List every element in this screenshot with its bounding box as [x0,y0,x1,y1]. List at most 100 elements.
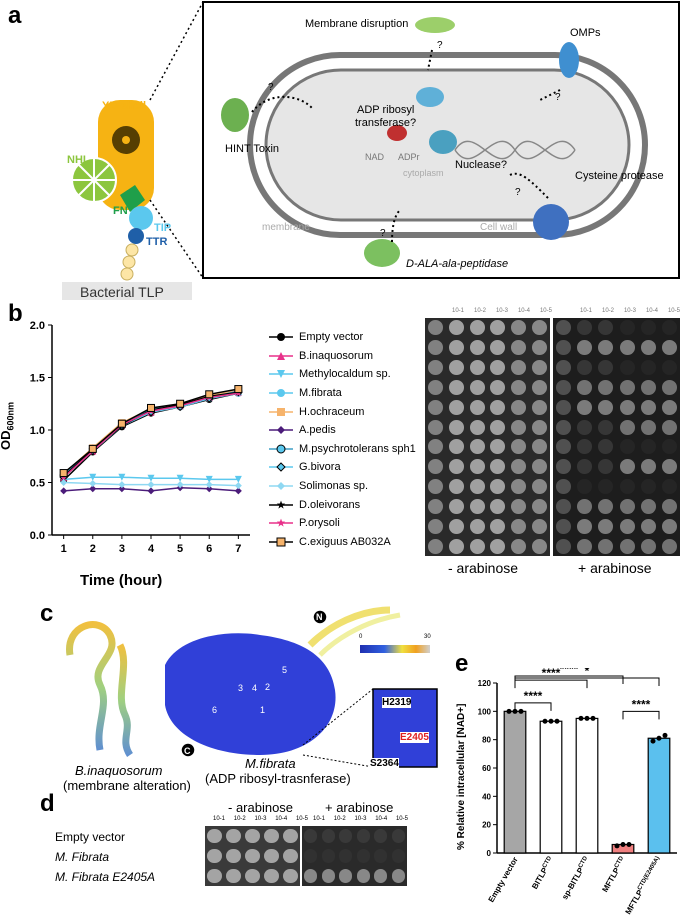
colony-spot [661,518,677,534]
data-point [89,480,97,488]
colony-spot [469,320,485,336]
colony-spot [511,419,527,435]
colony-spot [490,498,506,514]
colony-spot [511,399,527,415]
colony-spot [427,439,443,455]
legend-label: C.exiguus AB032A [299,535,391,548]
dilution-label: 10-4 [275,816,288,822]
colony-spot [490,439,506,455]
strand-1: 1 [260,705,266,715]
data-point [234,482,242,490]
series-line [63,390,239,476]
colony-spot [226,868,241,884]
data-point [89,485,97,493]
adp-ribosyl-label: ADP ribosyl [357,104,415,116]
colony-spot [469,538,485,554]
colony-spot [598,439,614,455]
colony-spot [556,518,572,534]
colony-spot [427,498,443,514]
colony-spot [427,419,443,435]
data-point [205,485,213,493]
e-y-tick: 80 [482,736,491,745]
colony-spot [640,379,656,395]
data-point [147,481,155,489]
colony-spot [511,538,527,554]
tip-shape [129,206,153,230]
dala-label: D-ALA-ala-peptidase [406,258,509,270]
colony-spot [356,849,370,863]
colony-spot [427,538,443,554]
colony-spot [469,498,485,514]
colony-spot [619,360,635,376]
dilution-label: 10-2 [473,308,486,314]
plus-arabinose-label: + arabinose [578,560,652,576]
colony-spot [661,340,677,356]
colony-spot [448,419,464,435]
scale-max: 30 [424,634,431,640]
colony-spot [556,538,572,554]
strand-6: 6 [212,705,218,715]
colony-spot [490,538,506,554]
colony-spot [469,459,485,475]
colony-spot [490,479,506,495]
data-point [234,487,242,495]
strand-4: 4 [252,683,258,693]
colony-spot [427,320,443,336]
q-mark-2: ? [555,92,561,103]
colony-spot [532,399,548,415]
dilution-label: 10-5 [295,816,308,822]
e-y-tick: 120 [478,679,492,688]
legend-item: D.oleivorans [268,495,418,514]
colony-spot [427,518,443,534]
colony-spot [245,868,260,884]
yd-shell-label: YD-shell [102,100,147,112]
colony-spot [556,479,572,495]
colony-spot [207,848,222,864]
colony-spot [661,498,677,514]
panel-label-a: a [8,2,22,29]
colony-spot [532,498,548,514]
fn-label: FN [113,205,128,217]
x-tick-label: 1 [61,543,67,555]
h2319-label: H2319 [382,697,412,708]
data-point [89,473,97,481]
replicate-point [656,735,662,741]
e-x-tick: MFTLPCTD [600,855,628,894]
colony-spot [556,340,572,356]
colony-spot [532,320,548,336]
colony-spot [511,439,527,455]
series-2 [60,473,242,483]
legend-swatch [269,370,293,379]
transferase-label: transferase? [355,117,417,129]
data-point [59,469,68,478]
dilution-label: 10-1 [213,816,226,822]
colony-spot [532,360,548,376]
plate-dilutions-minus: 10-1 10-2 10-3 10-4 10-5 [452,308,552,314]
q-mark-3: ? [268,82,274,93]
legend-label: Empty vector [299,331,364,344]
replicate-point [584,715,590,721]
colony-spot [490,340,506,356]
colony-spot [356,869,370,883]
colony-spot [427,379,443,395]
colony-spot [619,459,635,475]
cysteine-protease-label: Cysteine protease [575,170,664,182]
colony-spot [532,479,548,495]
bar [503,710,527,854]
colony-spot [640,479,656,495]
colony-spot [619,479,635,495]
cytoplasm-label: cytoplasm [403,168,444,178]
tlp-cartoon [62,100,192,300]
significance-bracket: **** [514,689,552,711]
colony-spot [226,848,241,864]
e-y-tick: 100 [478,707,492,716]
colony-spot [577,518,593,534]
n-terminus-label: N [316,612,323,622]
colony-spot [556,360,572,376]
d-row-empty: Empty vector [55,830,126,844]
data-point [117,419,126,428]
colony-spot [490,419,506,435]
colony-spot [511,379,527,395]
significance-label: **** [524,689,543,703]
legend-item: P.orysoli [268,514,418,533]
